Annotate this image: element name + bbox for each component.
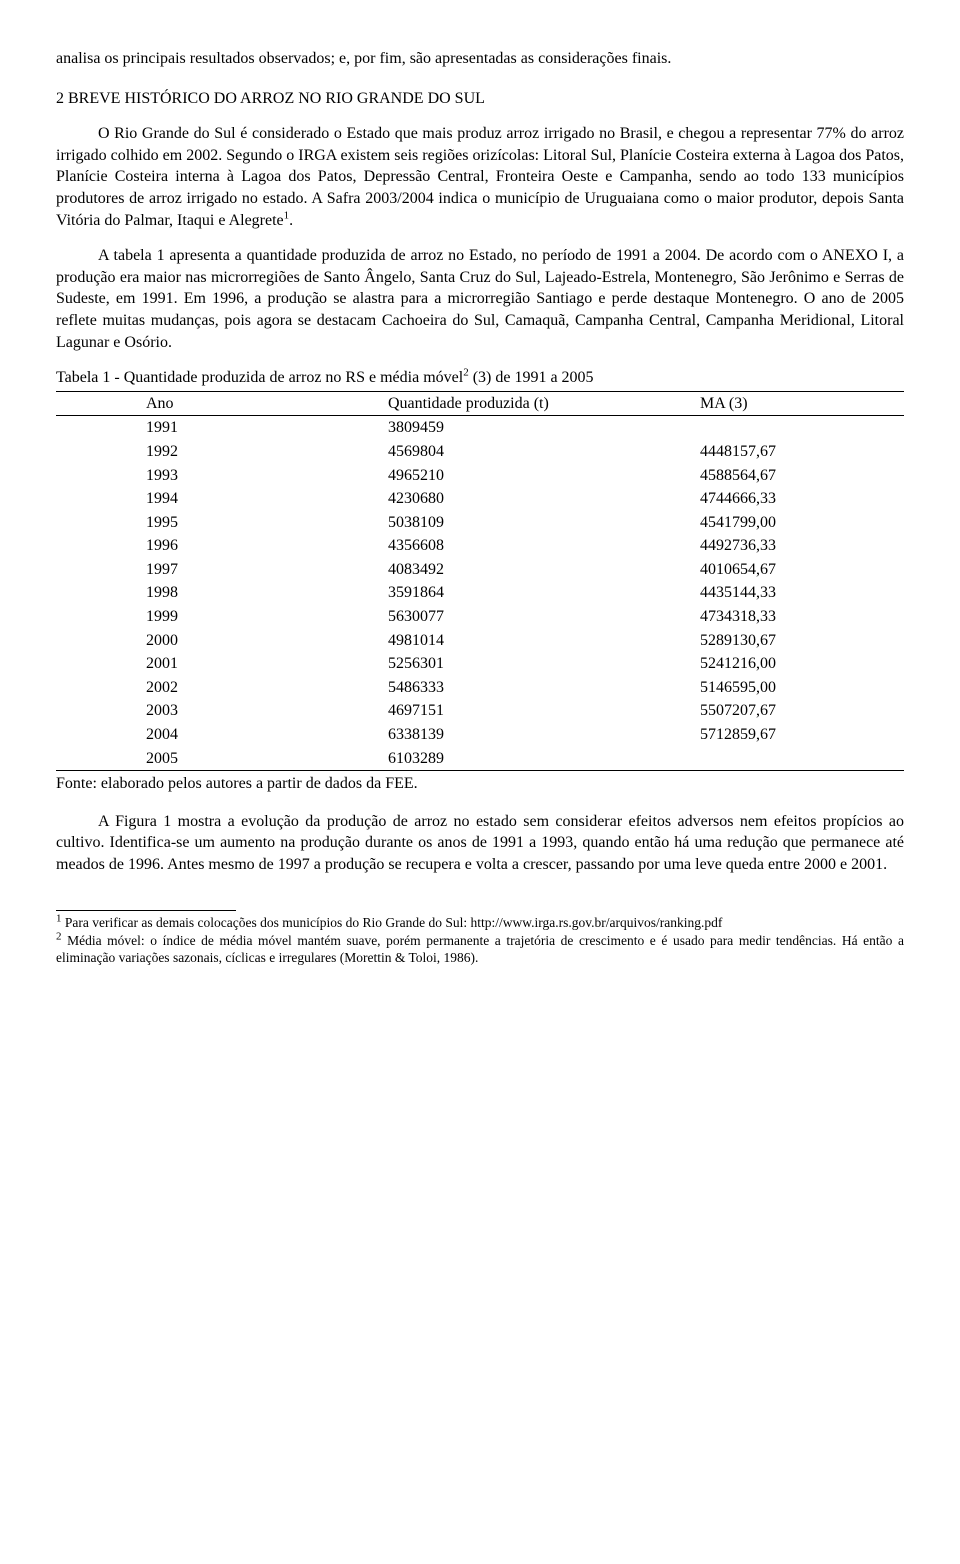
cell-qty: 4965210 [382, 464, 694, 488]
cell-year: 1994 [56, 487, 382, 511]
cell-year: 1999 [56, 605, 382, 629]
paragraph-2: A tabela 1 apresenta a quantidade produz… [56, 245, 904, 353]
cell-ma: 4010654,67 [694, 558, 904, 582]
paragraph-1-tail: . [289, 212, 293, 229]
cell-qty: 4981014 [382, 629, 694, 653]
col-header-ma: MA (3) [694, 391, 904, 416]
table-row: 199740834924010654,67 [56, 558, 904, 582]
table-row: 19913809459 [56, 416, 904, 440]
cell-year: 1993 [56, 464, 382, 488]
table-row: 199550381094541799,00 [56, 511, 904, 535]
paragraph-1-text: O Rio Grande do Sul é considerado o Esta… [56, 125, 904, 228]
cell-qty: 4230680 [382, 487, 694, 511]
paragraph-1: O Rio Grande do Sul é considerado o Esta… [56, 123, 904, 231]
table-caption-b: (3) de 1991 a 2005 [469, 369, 594, 386]
footnote-2-text: Média móvel: o índice de média móvel man… [56, 933, 904, 965]
table-row: 199349652104588564,67 [56, 464, 904, 488]
cell-qty: 3809459 [382, 416, 694, 440]
cell-qty: 4569804 [382, 440, 694, 464]
table-row: 200049810145289130,67 [56, 629, 904, 653]
table-row: 199442306804744666,33 [56, 487, 904, 511]
table-row: 200254863335146595,00 [56, 676, 904, 700]
cell-ma: 4588564,67 [694, 464, 904, 488]
cell-qty: 5038109 [382, 511, 694, 535]
cell-ma: 5507207,67 [694, 699, 904, 723]
cell-year: 1995 [56, 511, 382, 535]
paragraph-3: A Figura 1 mostra a evolução da produção… [56, 811, 904, 876]
cell-qty: 6338139 [382, 723, 694, 747]
cell-year: 2005 [56, 747, 382, 771]
cell-ma: 4448157,67 [694, 440, 904, 464]
cell-year: 1998 [56, 581, 382, 605]
table-caption-a: Tabela 1 - Quantidade produzida de arroz… [56, 369, 463, 386]
cell-year: 2003 [56, 699, 382, 723]
footnote-2: 2 Média móvel: o índice de média móvel m… [56, 933, 904, 967]
cell-ma: 4435144,33 [694, 581, 904, 605]
cell-qty: 4697151 [382, 699, 694, 723]
cell-qty: 6103289 [382, 747, 694, 771]
table-row: 199643566084492736,33 [56, 534, 904, 558]
cell-ma: 4744666,33 [694, 487, 904, 511]
table-caption: Tabela 1 - Quantidade produzida de arroz… [56, 367, 904, 389]
cell-qty: 5486333 [382, 676, 694, 700]
cell-year: 2000 [56, 629, 382, 653]
cell-year: 1997 [56, 558, 382, 582]
table-row: 199956300774734318,33 [56, 605, 904, 629]
cell-ma: 4492736,33 [694, 534, 904, 558]
table-header-row: Ano Quantidade produzida (t) MA (3) [56, 391, 904, 416]
cell-qty: 3591864 [382, 581, 694, 605]
col-header-qty: Quantidade produzida (t) [382, 391, 694, 416]
cell-year: 1992 [56, 440, 382, 464]
cell-ma [694, 416, 904, 440]
section-heading: 2 BREVE HISTÓRICO DO ARROZ NO RIO GRANDE… [56, 88, 904, 110]
table-row: 20056103289 [56, 747, 904, 771]
data-table: Ano Quantidade produzida (t) MA (3) 1991… [56, 391, 904, 772]
cell-ma: 5241216,00 [694, 652, 904, 676]
cell-qty: 5256301 [382, 652, 694, 676]
cell-year: 1991 [56, 416, 382, 440]
cell-ma: 5146595,00 [694, 676, 904, 700]
cell-qty: 4083492 [382, 558, 694, 582]
cell-ma: 5712859,67 [694, 723, 904, 747]
col-header-year: Ano [56, 391, 382, 416]
cell-ma: 5289130,67 [694, 629, 904, 653]
table-row: 200463381395712859,67 [56, 723, 904, 747]
footnote-1: 1 Para verificar as demais colocações do… [56, 915, 904, 932]
footnote-1-text: Para verificar as demais colocações dos … [62, 915, 471, 930]
table-row: 200152563015241216,00 [56, 652, 904, 676]
table-source: Fonte: elaborado pelos autores a partir … [56, 773, 904, 795]
cell-year: 1996 [56, 534, 382, 558]
cell-ma [694, 747, 904, 771]
cell-year: 2004 [56, 723, 382, 747]
cell-year: 2002 [56, 676, 382, 700]
footnotes-separator [56, 910, 236, 911]
cell-qty: 5630077 [382, 605, 694, 629]
cell-ma: 4541799,00 [694, 511, 904, 535]
intro-tail-paragraph: analisa os principais resultados observa… [56, 48, 904, 70]
cell-year: 2001 [56, 652, 382, 676]
footnote-1-url: http://www.irga.rs.gov.br/arquivos/ranki… [471, 915, 723, 930]
table-row: 199835918644435144,33 [56, 581, 904, 605]
cell-qty: 4356608 [382, 534, 694, 558]
cell-ma: 4734318,33 [694, 605, 904, 629]
table-row: 199245698044448157,67 [56, 440, 904, 464]
table-row: 200346971515507207,67 [56, 699, 904, 723]
